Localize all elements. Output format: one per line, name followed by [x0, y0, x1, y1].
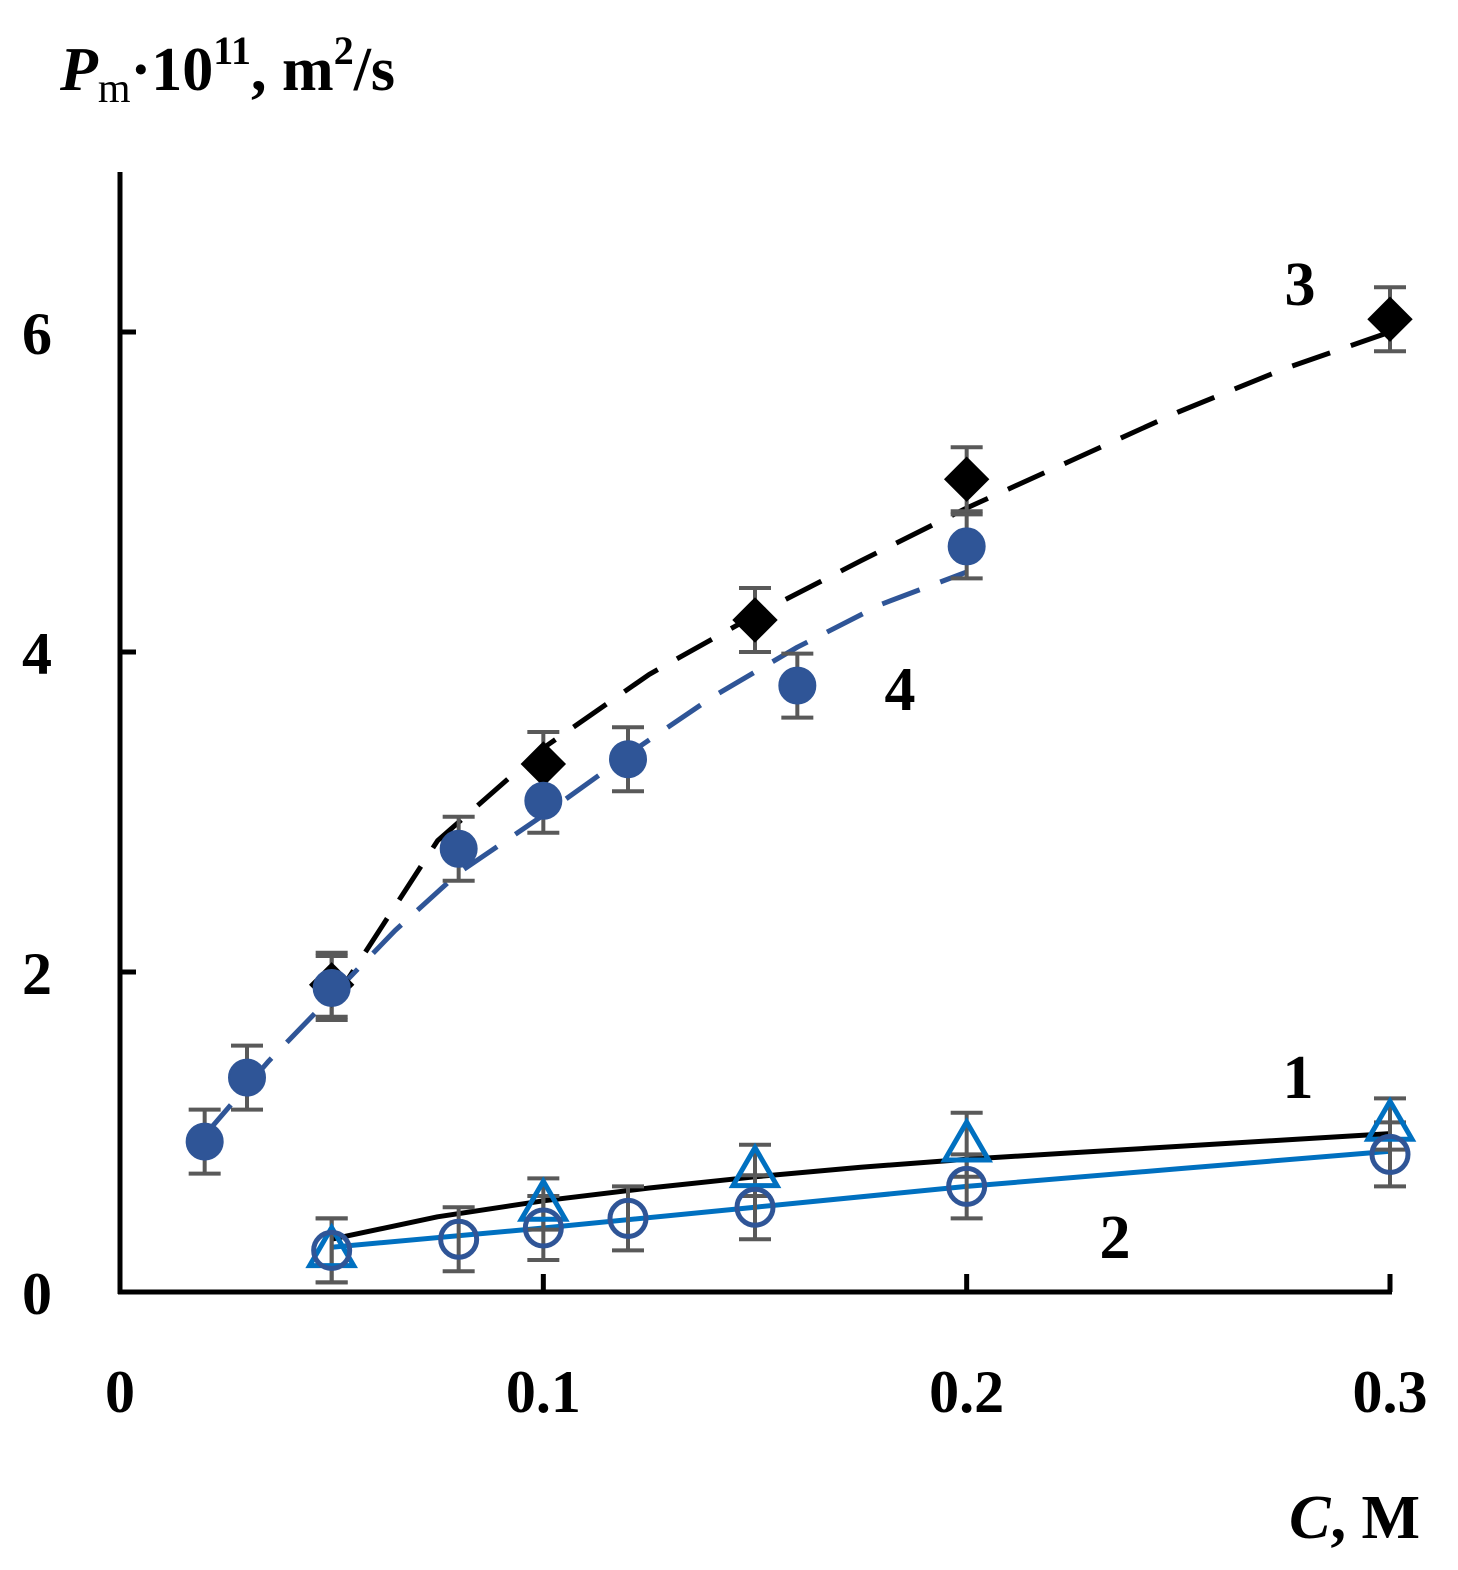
series-labels: 1 2 3 4 [885, 251, 1316, 1272]
y-axis-unit-suffix: /s [353, 36, 395, 104]
marker-series-4 [228, 1058, 266, 1097]
marker-series-2 [734, 1186, 776, 1228]
y-axis-unit-exponent: 2 [334, 28, 354, 73]
marker-series-1 [940, 1117, 994, 1163]
x-axis-unit: , M [1330, 1484, 1420, 1552]
marker-series-3 [943, 456, 990, 502]
x-axis-title: C, M [1289, 1484, 1420, 1552]
fit-lines [202, 329, 1391, 1250]
x-tick-label: 0.2 [929, 1359, 1004, 1425]
data-markers [185, 296, 1417, 1271]
marker-series-1 [1363, 1096, 1417, 1142]
series-label-4: 4 [885, 656, 916, 724]
marker-series-3 [1367, 296, 1413, 342]
series-label-1: 1 [1283, 1044, 1314, 1112]
error-bar-series-2 [442, 1205, 475, 1274]
error-bar-series-2 [612, 1184, 644, 1253]
marker-series-3 [520, 741, 567, 787]
marker-series-4 [185, 1122, 224, 1161]
y-tick-label: 2 [22, 941, 52, 1007]
marker-series-2 [438, 1218, 480, 1260]
x-tick-label: 0 [105, 1359, 135, 1425]
marker-series-4 [312, 969, 351, 1007]
series-label-2: 2 [1100, 1204, 1131, 1272]
y-axis-multiplier: ·10 [131, 36, 214, 104]
y-axis-title: Pm·1011, m2/s [59, 28, 395, 112]
marker-series-2 [607, 1197, 649, 1239]
marker-series-2 [311, 1229, 353, 1271]
y-axis-unit-prefix: , m [251, 36, 334, 104]
marker-series-4 [439, 829, 478, 868]
error-bars [188, 285, 1406, 1285]
y-axis-exponent: 11 [213, 28, 251, 73]
error-bar-series-2 [950, 1152, 983, 1221]
marker-series-4 [947, 527, 986, 566]
y-tick-label: 4 [22, 621, 52, 687]
marker-series-4 [524, 781, 563, 820]
fit-line-series-2 [331, 1148, 1391, 1250]
y-tick-label: 6 [22, 301, 52, 367]
marker-series-2 [1369, 1133, 1411, 1175]
marker-series-1 [516, 1176, 570, 1222]
marker-series-2 [946, 1165, 988, 1207]
marker-series-1 [305, 1222, 359, 1269]
fit-line-series-3 [329, 329, 1391, 1006]
x-tick-label: 0.3 [1353, 1359, 1428, 1425]
marker-series-4 [778, 666, 817, 705]
marker-series-3 [732, 597, 778, 643]
fit-line-series-4 [202, 569, 968, 1137]
y-tick-label: 0 [22, 1261, 52, 1327]
marker-series-4 [609, 740, 647, 779]
marker-series-1 [728, 1142, 782, 1189]
x-tick-label: 0.1 [506, 1359, 581, 1425]
y-axis-symbol: P [59, 36, 99, 104]
marker-series-2 [522, 1207, 564, 1249]
fit-line-series-1 [331, 1131, 1391, 1242]
axes: 0 2 4 6 0 0.1 0.2 0.3 [22, 172, 1428, 1425]
series-label-3: 3 [1285, 251, 1316, 319]
x-axis-symbol: C [1289, 1484, 1331, 1552]
y-axis-subscript: m [98, 66, 131, 112]
